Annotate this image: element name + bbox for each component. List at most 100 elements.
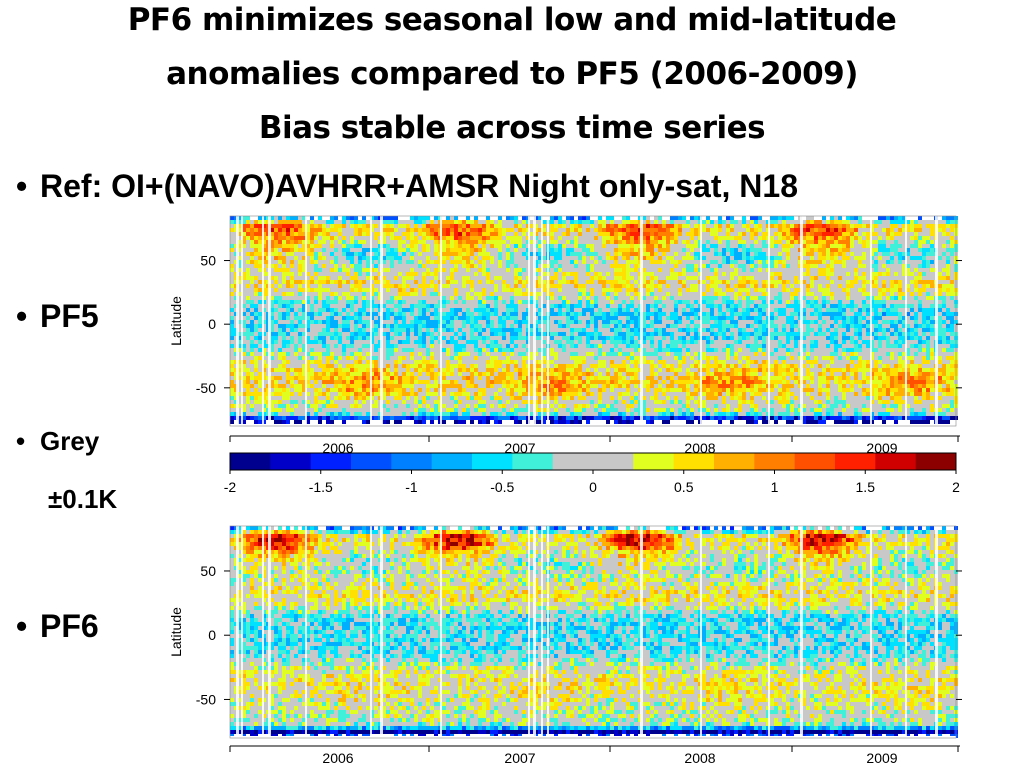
heatmap-cells — [230, 216, 958, 428]
x-tick-label: 2007 — [504, 750, 535, 766]
data-gap-stripe — [305, 216, 307, 426]
data-gap-stripe — [380, 526, 383, 738]
y-tick-label: 50 — [200, 253, 216, 269]
heatmap-panel-pf6: 50 0 -50 Latitude 2006 2007 2008 2009 — [168, 525, 962, 766]
colorbar-tick-label: 2 — [952, 479, 960, 495]
data-gap-stripe — [533, 216, 536, 426]
colorbar-tick-label: -2 — [224, 479, 237, 495]
data-gap-stripe — [236, 216, 239, 426]
bullet-grey-range: ±0.1K — [48, 484, 118, 514]
slide-title-line-2: anomalies compared to PF5 (2006-2009) — [166, 56, 858, 92]
heatmap-cells — [230, 526, 958, 738]
data-gap-stripe — [935, 216, 938, 426]
y-tick-label: 0 — [208, 627, 216, 643]
x-tick-label: 2006 — [322, 440, 353, 456]
bullet-dot: • — [16, 168, 28, 204]
colorbar-swatch — [714, 453, 755, 470]
colorbar-swatch — [673, 453, 715, 470]
colorbar-swatch — [915, 453, 957, 470]
data-gap-stripe — [241, 526, 243, 738]
data-gap-stripe — [380, 216, 383, 426]
bullet-pf5: • PF5 — [16, 298, 99, 335]
data-gap-stripe — [262, 216, 264, 426]
x-tick-label: 2009 — [866, 440, 897, 456]
bullet-ref-text: Ref: OI+(NAVO)AVHRR+AMSR Night only-sat,… — [40, 168, 798, 204]
y-tick-label: 0 — [208, 316, 216, 332]
colorbar-swatch — [230, 453, 271, 470]
data-gap-stripe — [935, 526, 938, 738]
bullet-pf6-text: PF6 — [40, 608, 99, 644]
colorbar-swatch — [391, 453, 433, 470]
colorbar-tick-label: 0.5 — [674, 479, 694, 495]
y-tick-label: -50 — [196, 691, 216, 707]
data-gap-stripe — [640, 216, 643, 426]
bullet-pf6: • PF6 — [16, 608, 99, 645]
slide-title-line-3: Bias stable across time series — [258, 110, 766, 146]
bullet-dot: • — [16, 608, 28, 644]
y-tick-label: 50 — [200, 563, 216, 579]
colorbar-swatch — [431, 453, 473, 470]
data-gap-stripe — [262, 526, 264, 738]
colorbar-swatch — [835, 453, 876, 470]
colorbar-swatch — [512, 453, 554, 470]
data-gap-stripe — [528, 526, 530, 738]
x-tick-label: 2008 — [684, 440, 715, 456]
data-gap-stripe — [905, 526, 907, 738]
data-gap-stripe — [547, 526, 549, 738]
data-gap-stripe — [370, 216, 372, 426]
data-gap-stripe — [533, 526, 536, 738]
bullet-pf5-text: PF5 — [40, 298, 99, 334]
data-gap-stripe — [268, 216, 271, 426]
colorbar-swatch — [875, 453, 917, 470]
data-gap-stripe — [440, 526, 442, 738]
colorbar-tick-label: 0 — [589, 479, 597, 495]
y-axis-label: Latitude — [168, 296, 184, 346]
y-axis-label: Latitude — [168, 607, 184, 657]
colorbar-tick-label: 1.5 — [856, 479, 876, 495]
bullet-ref: • Ref: OI+(NAVO)AVHRR+AMSR Night only-sat… — [16, 168, 798, 205]
colorbar-swatch — [552, 453, 594, 470]
data-gap-stripe — [305, 526, 307, 738]
data-gap-stripe — [547, 216, 549, 426]
x-tick-label: 2007 — [504, 440, 535, 456]
colorbar-swatch — [310, 453, 352, 470]
colorbar-swatch — [633, 453, 675, 470]
data-gap-stripe — [800, 526, 803, 738]
colorbar-swatch — [270, 453, 312, 470]
x-tick-label: 2006 — [322, 750, 353, 766]
colorbar-swatch — [593, 453, 634, 470]
colorbar-swatch — [472, 453, 513, 470]
data-gap-stripe — [905, 216, 907, 426]
x-tick-label: 2008 — [684, 750, 715, 766]
x-tick-label: 2009 — [866, 750, 897, 766]
data-gap-stripe — [528, 216, 530, 426]
colorbar-swatch — [754, 453, 796, 470]
bullet-grey: • Grey — [16, 426, 99, 457]
bullet-dot: • — [16, 426, 26, 456]
colorbar-tick-label: -1 — [405, 479, 418, 495]
colorbar-tick-label: -1.5 — [309, 479, 333, 495]
colorbar-tick-label: 1 — [771, 479, 779, 495]
data-gap-stripe — [768, 216, 770, 426]
data-gap-stripe — [236, 526, 239, 738]
data-gap-stripe — [870, 526, 872, 738]
data-gap-stripe — [800, 216, 803, 426]
colorbar-swatch — [351, 453, 392, 470]
colorbar: -2 -1.5 -1 -0.5 0 0.5 1 1.5 2 — [224, 452, 960, 495]
y-tick-label: -50 — [196, 380, 216, 396]
heatmap-frame — [229, 525, 957, 739]
data-gap-stripe — [541, 216, 543, 426]
data-gap-stripe — [870, 216, 872, 426]
colorbar-tick-label: -0.5 — [490, 479, 514, 495]
heatmap-frame — [229, 215, 957, 427]
data-gap-stripe — [640, 526, 643, 738]
data-gap-stripe — [370, 526, 372, 738]
data-gap-stripe — [541, 526, 543, 738]
heatmap-panel-pf5: 50 0 -50 Latitude 2006 2007 2008 2009 — [168, 215, 962, 456]
colorbar-swatch — [794, 453, 836, 470]
data-gap-stripe — [768, 526, 770, 738]
bullet-grey-text: Grey — [40, 426, 100, 456]
data-gap-stripe — [241, 216, 243, 426]
data-gap-stripe — [268, 526, 271, 738]
